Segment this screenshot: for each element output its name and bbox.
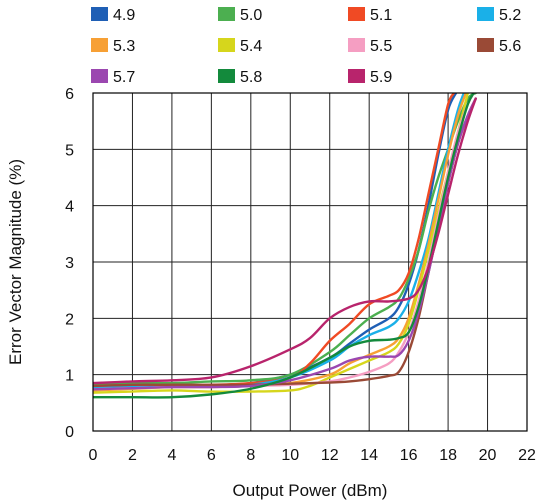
legend-label: 5.6 (499, 38, 521, 55)
x-tick-label: 10 (281, 447, 299, 464)
y-tick-label: 1 (65, 368, 74, 385)
legend-item: 5.0 (218, 7, 262, 24)
y-tick-label: 4 (65, 199, 74, 216)
x-tick-label: 20 (479, 447, 497, 464)
legend-item: 5.5 (348, 38, 392, 55)
series-line-5-9 (93, 97, 477, 385)
y-tick-label: 6 (65, 86, 74, 103)
x-axis-label: Output Power (dBm) (233, 481, 388, 500)
legend-label: 5.4 (240, 38, 262, 55)
legend-label: 5.3 (113, 38, 135, 55)
x-tick-label: 6 (207, 447, 216, 464)
legend-swatch (348, 38, 365, 52)
legend-swatch (218, 69, 235, 83)
x-tick-label: 4 (167, 447, 176, 464)
legend-label: 5.8 (240, 69, 262, 86)
legend-label: 5.0 (240, 7, 262, 24)
legend-item: 5.3 (91, 38, 135, 55)
x-tick-label: 8 (246, 447, 255, 464)
x-tick-label: 0 (89, 447, 98, 464)
y-tick-label: 3 (65, 255, 74, 272)
plot-area (92, 92, 528, 432)
x-tick-label: 18 (439, 447, 457, 464)
legend-label: 5.9 (370, 69, 392, 86)
legend-label: 5.5 (370, 38, 392, 55)
legend-item: 5.2 (477, 7, 521, 24)
legend-item: 5.6 (477, 38, 521, 55)
y-tick-label: 0 (65, 424, 74, 441)
x-axis-ticks: 0 2 4 6 8 10 12 14 16 18 20 22 (89, 447, 536, 464)
legend-item: 5.9 (348, 69, 392, 86)
legend-swatch (348, 69, 365, 83)
y-axis-label: Error Vector Magnitude (%) (6, 159, 25, 365)
x-tick-label: 16 (400, 447, 418, 464)
legend-label: 5.1 (370, 7, 392, 24)
legend-item: 5.4 (218, 38, 262, 55)
legend-label: 5.7 (113, 69, 135, 86)
series-line-5-8 (93, 93, 475, 399)
y-axis-ticks: 0 1 2 3 4 5 6 (65, 86, 74, 441)
x-tick-label: 2 (128, 447, 137, 464)
legend-label: 5.2 (499, 7, 521, 24)
legend-swatch (477, 38, 494, 52)
legend-swatch (218, 7, 235, 21)
legend-swatch (477, 7, 494, 21)
y-tick-label: 2 (65, 311, 74, 328)
legend: 4.9 5.0 5.1 5.2 5.3 5.4 5.5 5.6 5.7 5.8 5.9 (91, 7, 521, 86)
series-layer (93, 93, 477, 399)
plot-border (92, 92, 528, 432)
legend-swatch (348, 7, 365, 21)
legend-swatch (218, 38, 235, 52)
legend-label: 4.9 (113, 7, 135, 24)
y-tick-label: 5 (65, 142, 74, 159)
series-line-5-7 (93, 97, 477, 391)
legend-item: 4.9 (91, 7, 135, 24)
legend-swatch (91, 69, 108, 83)
legend-item: 5.8 (218, 69, 262, 86)
legend-item: 5.7 (91, 69, 135, 86)
legend-item: 5.1 (348, 7, 392, 24)
x-tick-label: 14 (360, 447, 378, 464)
legend-swatch (91, 38, 108, 52)
x-tick-label: 22 (518, 447, 536, 464)
legend-swatch (91, 7, 108, 21)
x-tick-label: 12 (321, 447, 339, 464)
